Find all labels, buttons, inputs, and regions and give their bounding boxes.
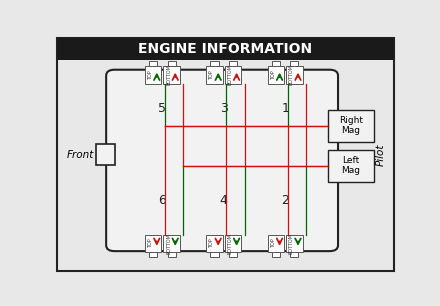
Text: Front: Front <box>67 150 94 159</box>
Bar <box>328 150 374 182</box>
Bar <box>168 61 176 66</box>
Text: 5: 5 <box>158 102 166 115</box>
Bar <box>145 66 161 84</box>
Bar <box>149 61 158 66</box>
Bar <box>272 252 280 257</box>
Bar <box>206 235 223 252</box>
Bar <box>229 252 237 257</box>
Bar <box>163 235 180 252</box>
Bar <box>268 235 284 252</box>
Text: TOP: TOP <box>209 239 214 248</box>
Bar <box>163 66 180 84</box>
Text: TOP: TOP <box>209 70 214 80</box>
Bar <box>96 144 115 165</box>
Text: BOTTOM: BOTTOM <box>166 233 171 254</box>
Text: 4: 4 <box>220 194 228 207</box>
Text: TOP: TOP <box>271 70 275 80</box>
Bar <box>268 66 284 84</box>
Text: TOP: TOP <box>148 70 153 80</box>
Text: Left
Mag: Left Mag <box>341 156 360 175</box>
Text: BOTTOM: BOTTOM <box>289 65 294 85</box>
Text: BOTTOM: BOTTOM <box>289 233 294 254</box>
Bar <box>272 61 280 66</box>
Bar <box>57 38 394 60</box>
Text: TOP: TOP <box>148 239 153 248</box>
Text: 3: 3 <box>220 102 228 115</box>
Bar <box>229 61 237 66</box>
Bar <box>290 252 298 257</box>
Bar <box>225 66 241 84</box>
Bar <box>206 66 223 84</box>
Bar <box>328 110 374 142</box>
Bar <box>145 235 161 252</box>
Bar <box>210 61 219 66</box>
Bar <box>290 61 298 66</box>
Bar <box>168 252 176 257</box>
Bar <box>286 235 303 252</box>
Text: BOTTOM: BOTTOM <box>227 65 233 85</box>
Text: 6: 6 <box>158 194 166 207</box>
Text: 1: 1 <box>281 102 289 115</box>
Text: BOTTOM: BOTTOM <box>227 233 233 254</box>
Bar <box>210 252 219 257</box>
Bar <box>149 252 158 257</box>
Text: Pilot: Pilot <box>376 143 385 166</box>
Text: ENGINE INFORMATION: ENGINE INFORMATION <box>139 42 312 56</box>
Text: BOTTOM: BOTTOM <box>166 65 171 85</box>
Text: 2: 2 <box>281 194 289 207</box>
FancyBboxPatch shape <box>106 70 338 251</box>
Bar <box>286 66 303 84</box>
Text: Right
Mag: Right Mag <box>339 116 363 135</box>
Bar <box>225 235 241 252</box>
Text: TOP: TOP <box>271 239 275 248</box>
